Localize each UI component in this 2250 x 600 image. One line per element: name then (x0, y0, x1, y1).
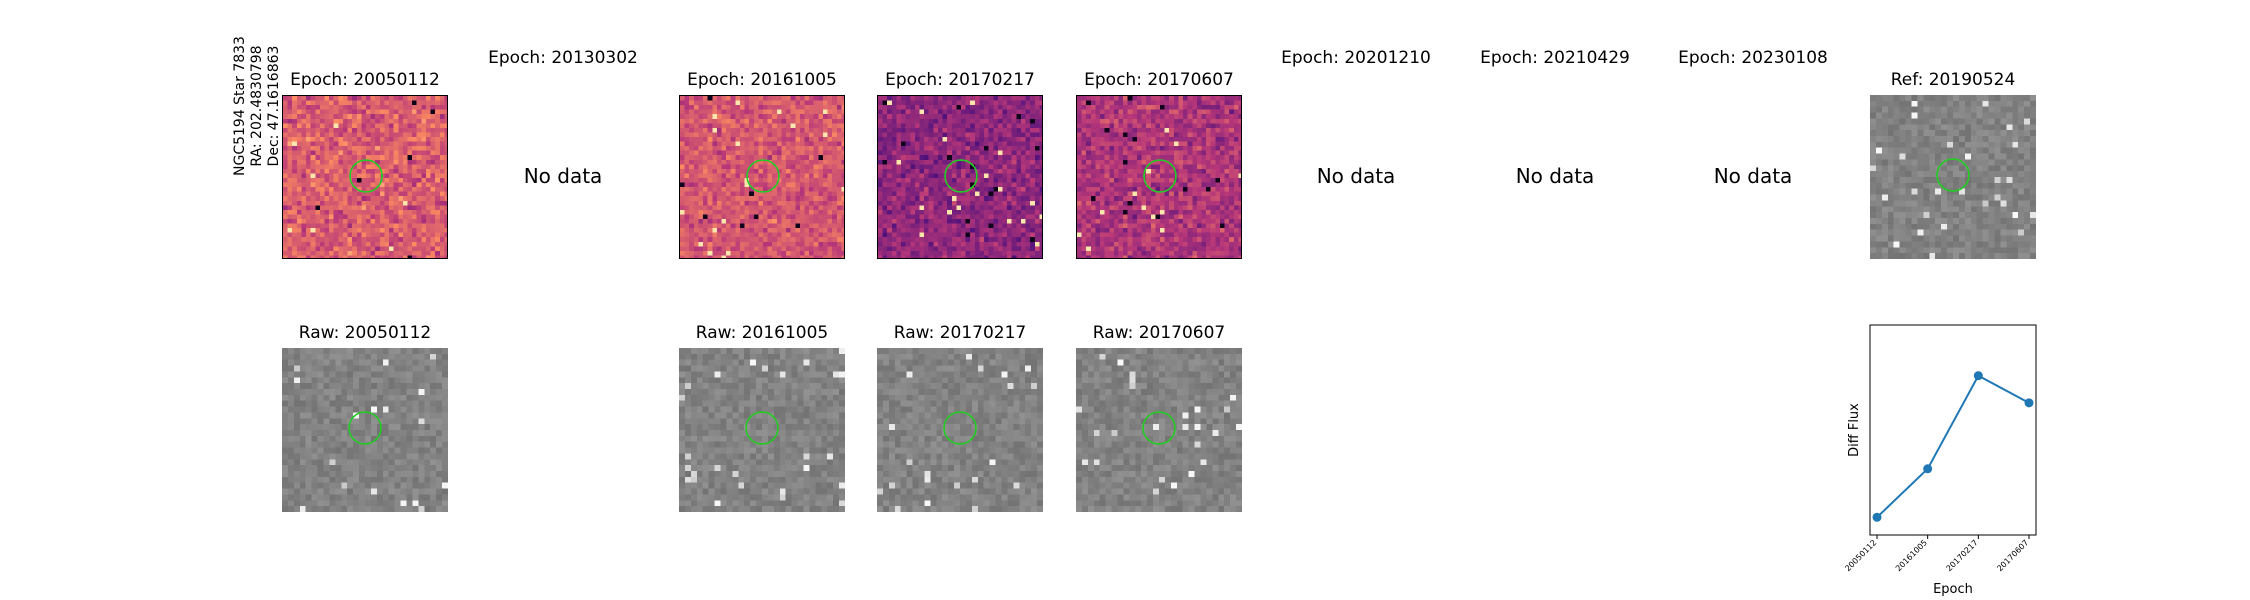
raw-image-20170217 (877, 348, 1043, 512)
epoch-title-7: Epoch: 20210429 (1480, 48, 1630, 68)
no-data-label-8: No data (1714, 164, 1793, 188)
star-name: NGC5194 Star 7833 (232, 36, 249, 176)
data-point-20170217 (1974, 371, 1983, 380)
data-point-20170607 (2025, 398, 2034, 407)
data-point-20161005 (1923, 464, 1932, 473)
no-data-label-6: No data (1317, 164, 1396, 188)
raw-title-2: Raw: 20161005 (696, 323, 829, 343)
reference-image (1870, 95, 2036, 259)
diff-image-20050112 (282, 95, 448, 259)
epoch-title-8: Epoch: 20230108 (1678, 48, 1828, 68)
epoch-title-3: Epoch: 20161005 (687, 70, 837, 90)
epoch-title-5: Epoch: 20170607 (1084, 70, 1234, 90)
data-point-20050112 (1873, 513, 1882, 522)
raw-title-1: Raw: 20050112 (299, 323, 432, 343)
raw-title-3: Raw: 20170217 (894, 323, 1027, 343)
star-dec: Dec: 47.1616863 (266, 36, 283, 176)
epoch-title-1: Epoch: 20050112 (290, 70, 440, 90)
epoch-title-4: Epoch: 20170217 (885, 70, 1035, 90)
x-tick-label-20170217: 20170217 (1945, 538, 1980, 573)
diff-image-20170607 (1076, 95, 1242, 259)
diff-image-20161005 (679, 95, 845, 259)
y-axis-label: Diff Flux (1847, 403, 1862, 457)
raw-image-20170607 (1076, 348, 1242, 512)
epoch-title-2: Epoch: 20130302 (488, 48, 638, 68)
x-tick-label-20170607: 20170607 (1995, 538, 2030, 573)
raw-image-20161005 (679, 348, 845, 512)
raw-title-4: Raw: 20170607 (1093, 323, 1226, 343)
star-ra: RA: 202.4830798 (249, 36, 266, 176)
star-info-label: NGC5194 Star 7833 RA: 202.4830798 Dec: 4… (232, 36, 283, 176)
x-tick-label-20161005: 20161005 (1894, 538, 1929, 573)
epoch-title-6: Epoch: 20201210 (1281, 48, 1431, 68)
ref-title: Ref: 20190524 (1891, 70, 2016, 90)
raw-image-20050112 (282, 348, 448, 512)
diff-image-20170217 (877, 95, 1043, 259)
chart-frame (1870, 325, 2036, 535)
no-data-label-7: No data (1516, 164, 1595, 188)
x-tick-label-20050112: 20050112 (1843, 538, 1878, 573)
diff-flux-line (1877, 376, 2029, 518)
x-axis-label: Epoch (1933, 582, 1973, 597)
no-data-label-2: No data (524, 164, 603, 188)
light-curve-chart: 20050112 20161005 20170217 20170607 Epoch Dif… (1830, 320, 2080, 600)
